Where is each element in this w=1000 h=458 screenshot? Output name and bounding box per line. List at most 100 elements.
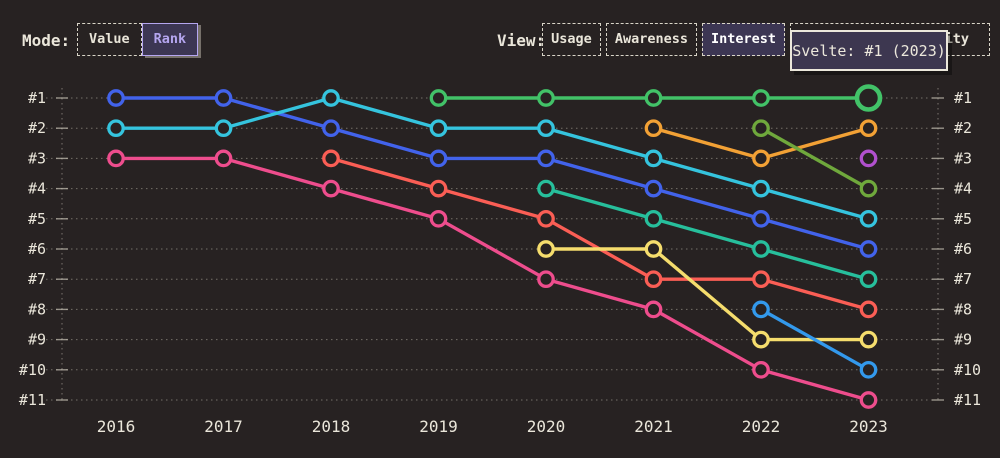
point-purple-2023[interactable] (859, 149, 878, 168)
rank-label-left-3: #3 (28, 149, 46, 167)
point-coral-2020[interactable] (537, 209, 555, 228)
point-teal-2021[interactable] (644, 209, 663, 228)
point-yellow-2021[interactable] (644, 240, 663, 258)
point-cyan-2018[interactable] (322, 89, 340, 107)
series-line-lime (759, 126, 871, 191)
point-cyan-2016[interactable] (107, 119, 125, 138)
point-pink-2022[interactable] (752, 360, 770, 379)
year-label-2016: 2016 (97, 417, 136, 436)
view-option-awareness[interactable]: Awareness (605, 23, 697, 56)
point-indigo-2022[interactable] (752, 209, 770, 228)
year-label-2020: 2020 (527, 417, 566, 436)
year-label-2019: 2019 (419, 417, 458, 436)
series-line-pink (114, 156, 871, 402)
point-pink-2016[interactable] (107, 149, 125, 168)
mode-toggle: Value Rank (77, 23, 199, 56)
view-label: View: (497, 31, 546, 50)
view-option-interest[interactable]: Interest (701, 23, 785, 56)
rank-label-right-3: #3 (954, 149, 972, 167)
series-line-sky (759, 307, 871, 372)
rank-label-right-4: #4 (954, 180, 972, 198)
point-coral-2019[interactable] (429, 179, 448, 198)
point-pink-2019[interactable] (429, 209, 448, 228)
series-line-coral (329, 156, 871, 312)
point-lime-2023[interactable] (859, 179, 878, 198)
rank-label-right-1: #1 (954, 89, 972, 107)
point-pink-2018[interactable] (322, 179, 340, 198)
series-line-teal (544, 186, 871, 281)
rank-label-right-10: #10 (954, 361, 981, 379)
point-yellow-2023[interactable] (859, 330, 878, 349)
year-label-2022: 2022 (742, 417, 781, 436)
point-indigo-2018[interactable] (322, 119, 340, 138)
series-line-cyan (114, 96, 871, 221)
rank-label-left-10: #10 (19, 361, 46, 379)
point-indigo-2017[interactable] (214, 89, 233, 107)
view-option-usage[interactable]: Usage (542, 23, 601, 56)
point-teal-2020[interactable] (537, 179, 555, 198)
rank-label-right-8: #8 (954, 300, 972, 318)
rank-label-left-9: #9 (28, 331, 46, 349)
point-cyan-2017[interactable] (214, 119, 233, 138)
year-label-2017: 2017 (204, 417, 243, 436)
point-pink-2017[interactable] (214, 149, 233, 168)
point-orange-2023[interactable] (859, 119, 878, 138)
mode-label: Mode: (22, 31, 71, 50)
rank-label-right-5: #5 (954, 210, 972, 228)
series-line-indigo (114, 96, 871, 251)
point-yellow-2022[interactable] (752, 330, 770, 349)
rank-label-left-6: #6 (28, 240, 46, 258)
chart-tooltip-text: Svelte: #1 (2023) (792, 41, 946, 60)
point-svelte-2021[interactable] (644, 89, 663, 107)
rank-label-right-9: #9 (954, 331, 972, 349)
point-coral-2022[interactable] (752, 270, 770, 289)
point-coral-2018[interactable] (322, 149, 340, 168)
point-teal-2022[interactable] (752, 240, 770, 258)
point-teal-2023[interactable] (859, 270, 878, 289)
rank-label-right-6: #6 (954, 240, 972, 258)
point-lime-2022[interactable] (752, 119, 770, 138)
point-yellow-2020[interactable] (537, 240, 555, 258)
rank-label-left-4: #4 (28, 180, 46, 198)
point-sky-2022[interactable] (752, 300, 770, 319)
point-cyan-2020[interactable] (537, 119, 555, 138)
point-sky-2023[interactable] (859, 360, 878, 379)
point-pink-2020[interactable] (537, 270, 555, 289)
rank-label-left-1: #1 (28, 89, 46, 107)
point-svelte-2022[interactable] (752, 89, 770, 107)
year-label-2023: 2023 (849, 417, 888, 436)
rank-label-right-11: #11 (954, 391, 981, 409)
point-coral-2021[interactable] (644, 270, 663, 289)
chart-tooltip: Svelte: #1 (2023) (790, 30, 948, 71)
point-cyan-2023[interactable] (859, 209, 878, 228)
rank-label-right-2: #2 (954, 119, 972, 137)
point-coral-2023[interactable] (859, 300, 878, 319)
point-indigo-2023[interactable] (859, 240, 878, 258)
point-orange-2022[interactable] (752, 149, 770, 168)
point-cyan-2019[interactable] (429, 119, 448, 138)
year-label-2021: 2021 (634, 417, 673, 436)
point-pink-2021[interactable] (644, 300, 663, 319)
year-label-2018: 2018 (312, 417, 351, 436)
point-pink-2023[interactable] (859, 391, 878, 409)
rank-label-left-11: #11 (19, 391, 46, 409)
point-indigo-2021[interactable] (644, 179, 663, 198)
rank-label-left-7: #7 (28, 270, 46, 288)
point-cyan-2022[interactable] (752, 179, 770, 198)
point-svelte-2023[interactable] (854, 84, 883, 112)
point-svelte-2020[interactable] (537, 89, 555, 107)
rank-label-left-2: #2 (28, 119, 46, 137)
rank-label-left-5: #5 (28, 210, 46, 228)
point-svelte-2019[interactable] (429, 89, 448, 107)
mode-option-value[interactable]: Value (77, 23, 142, 56)
point-indigo-2020[interactable] (537, 149, 555, 168)
rank-label-left-8: #8 (28, 300, 46, 318)
point-cyan-2021[interactable] (644, 149, 663, 168)
point-orange-2021[interactable] (644, 119, 663, 138)
point-indigo-2016[interactable] (107, 89, 125, 107)
rank-label-right-7: #7 (954, 270, 972, 288)
mode-option-rank[interactable]: Rank (141, 23, 199, 56)
point-indigo-2019[interactable] (429, 149, 448, 168)
